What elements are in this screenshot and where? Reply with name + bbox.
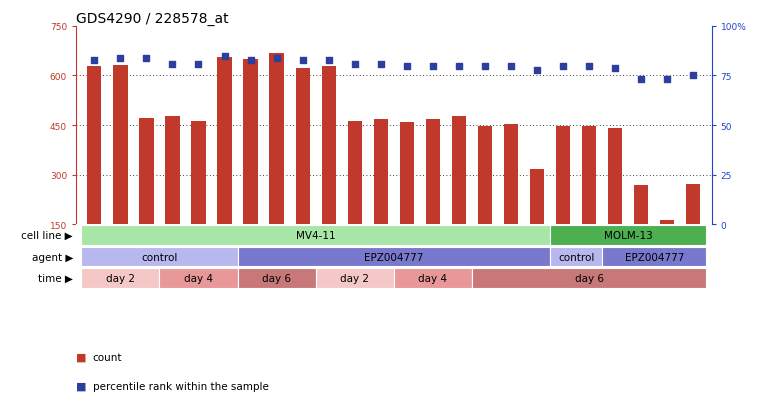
Bar (602, 247, 706, 267)
Bar (374, 120, 388, 225)
Bar (160, 268, 237, 288)
Bar (550, 225, 706, 245)
Text: day 4: day 4 (419, 273, 447, 283)
Text: agent ▶: agent ▶ (31, 252, 73, 262)
Point (114, 55, 126, 62)
Bar (452, 116, 466, 225)
Bar (400, 123, 414, 225)
Point (218, 53, 231, 60)
Text: day 2: day 2 (106, 273, 135, 283)
Bar (504, 125, 518, 225)
Text: time ▶: time ▶ (38, 273, 73, 283)
Point (609, 65, 621, 72)
Point (349, 61, 361, 68)
Bar (348, 122, 362, 225)
Point (323, 57, 335, 64)
Bar (237, 247, 550, 267)
Text: MV4-11: MV4-11 (296, 230, 336, 240)
Bar (686, 185, 700, 225)
Point (505, 63, 517, 70)
Point (297, 57, 309, 64)
Bar (295, 69, 310, 225)
Bar (634, 186, 648, 225)
Bar (425, 120, 440, 225)
Text: percentile rank within the sample: percentile rank within the sample (93, 381, 269, 391)
Text: ■: ■ (76, 352, 87, 362)
Point (374, 61, 387, 68)
Point (687, 73, 699, 80)
Bar (550, 247, 602, 267)
Text: GDS4290 / 228578_at: GDS4290 / 228578_at (76, 12, 229, 26)
Bar (237, 268, 316, 288)
Point (167, 61, 179, 68)
Point (140, 55, 152, 62)
Bar (472, 268, 706, 288)
Bar (165, 116, 180, 225)
Point (193, 61, 205, 68)
Point (557, 63, 569, 70)
Bar (88, 67, 101, 225)
Text: day 6: day 6 (262, 273, 291, 283)
Point (661, 77, 673, 83)
Bar (478, 126, 492, 225)
Text: count: count (93, 352, 123, 362)
Bar (81, 268, 160, 288)
Bar (218, 58, 231, 225)
Text: EPZ004777: EPZ004777 (364, 252, 424, 262)
Bar (113, 66, 128, 225)
Bar (191, 122, 205, 225)
Point (401, 63, 413, 70)
Bar (556, 126, 570, 225)
Bar (244, 60, 258, 225)
Point (88, 57, 100, 64)
Text: day 2: day 2 (340, 273, 369, 283)
Text: day 4: day 4 (184, 273, 213, 283)
Bar (608, 128, 622, 225)
Point (271, 55, 283, 62)
Text: ■: ■ (76, 381, 87, 391)
Bar (530, 169, 544, 225)
Bar (81, 225, 550, 245)
Point (244, 57, 256, 64)
Bar (394, 268, 472, 288)
Text: control: control (558, 252, 594, 262)
Text: cell line ▶: cell line ▶ (21, 230, 73, 240)
Point (479, 63, 491, 70)
Text: MOLM-13: MOLM-13 (603, 230, 653, 240)
Point (453, 63, 465, 70)
Point (583, 63, 595, 70)
Bar (139, 119, 154, 225)
Text: control: control (142, 252, 177, 262)
Bar (316, 268, 394, 288)
Point (635, 77, 648, 83)
Bar (81, 247, 237, 267)
Bar (660, 221, 674, 225)
Bar (269, 54, 284, 225)
Point (427, 63, 439, 70)
Bar (582, 126, 597, 225)
Text: day 6: day 6 (575, 273, 603, 283)
Bar (322, 67, 336, 225)
Point (531, 67, 543, 74)
Text: EPZ004777: EPZ004777 (625, 252, 684, 262)
